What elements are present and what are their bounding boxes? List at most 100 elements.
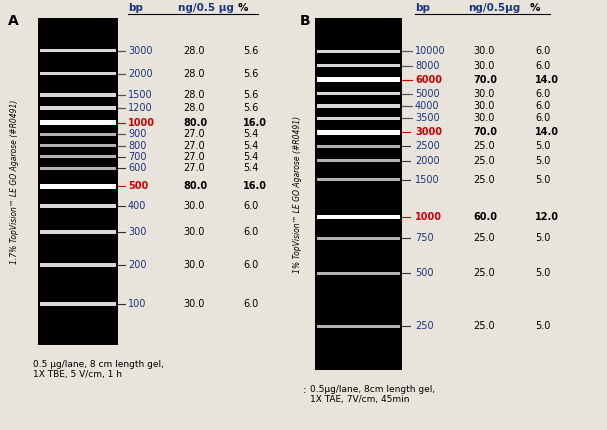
Text: 6.0: 6.0 [535, 101, 551, 111]
Text: 25.0: 25.0 [473, 141, 495, 151]
Text: 8000: 8000 [415, 61, 439, 71]
Bar [315, 18, 402, 370]
Text: 28.0: 28.0 [183, 46, 205, 56]
Text: 70.0: 70.0 [473, 127, 497, 138]
Text: 28.0: 28.0 [183, 69, 205, 79]
Text: 750: 750 [415, 233, 433, 243]
Text: 5.6: 5.6 [243, 46, 259, 56]
Bar [317, 325, 400, 328]
Bar [317, 272, 400, 275]
Text: ng/0.5 μg: ng/0.5 μg [178, 3, 234, 13]
Text: 16.0: 16.0 [243, 118, 267, 128]
Text: 3500: 3500 [415, 114, 439, 123]
Text: 4000: 4000 [415, 101, 439, 111]
Text: 800: 800 [128, 141, 146, 150]
Bar [40, 204, 116, 208]
Text: 6.0: 6.0 [535, 114, 551, 123]
Text: 30.0: 30.0 [183, 260, 205, 270]
Text: 25.0: 25.0 [473, 175, 495, 185]
Text: 30.0: 30.0 [473, 101, 494, 111]
Text: 30.0: 30.0 [183, 201, 205, 211]
Bar [38, 18, 118, 345]
Text: 27.0: 27.0 [183, 163, 205, 173]
Bar [40, 156, 116, 159]
Text: 10000: 10000 [415, 46, 446, 56]
Text: 100: 100 [128, 299, 146, 309]
Bar [317, 130, 400, 135]
Text: bp: bp [415, 3, 430, 13]
Text: 500: 500 [128, 181, 148, 191]
Text: 300: 300 [128, 227, 146, 237]
Text: 5.0: 5.0 [535, 268, 551, 278]
Text: 25.0: 25.0 [473, 321, 495, 331]
Text: B: B [300, 14, 311, 28]
Text: %: % [238, 3, 248, 13]
Text: 25.0: 25.0 [473, 233, 495, 243]
Text: 14.0: 14.0 [535, 127, 559, 138]
Text: :: : [303, 385, 307, 395]
Text: 250: 250 [415, 321, 433, 331]
Bar [317, 159, 400, 162]
Bar [40, 106, 116, 110]
Text: 2500: 2500 [415, 141, 439, 151]
Bar [317, 117, 400, 120]
Text: 5000: 5000 [415, 89, 439, 98]
Text: 60.0: 60.0 [473, 212, 497, 222]
Text: 6.0: 6.0 [243, 227, 258, 237]
Text: 30.0: 30.0 [183, 227, 205, 237]
Bar [317, 104, 400, 108]
Text: 25.0: 25.0 [473, 156, 495, 166]
Text: 5.6: 5.6 [243, 103, 259, 113]
Text: 6.0: 6.0 [243, 260, 258, 270]
Text: 6.0: 6.0 [243, 201, 258, 211]
Text: 5.0: 5.0 [535, 156, 551, 166]
Text: 28.0: 28.0 [183, 90, 205, 100]
Text: 5.4: 5.4 [243, 152, 259, 162]
Text: 25.0: 25.0 [473, 268, 495, 278]
Text: 12.0: 12.0 [535, 212, 559, 222]
Text: 5.4: 5.4 [243, 141, 259, 150]
Bar [317, 77, 400, 83]
Bar [317, 237, 400, 240]
Text: A: A [8, 14, 19, 28]
Text: 600: 600 [128, 163, 146, 173]
Text: 1000: 1000 [415, 212, 442, 222]
Text: 16.0: 16.0 [243, 181, 267, 191]
Bar [317, 64, 400, 67]
Text: 5.4: 5.4 [243, 163, 259, 173]
Text: 30.0: 30.0 [473, 114, 494, 123]
Text: 5.6: 5.6 [243, 90, 259, 100]
Text: 2000: 2000 [128, 69, 152, 79]
Text: 5.0: 5.0 [535, 141, 551, 151]
Text: 900: 900 [128, 129, 146, 139]
Text: 27.0: 27.0 [183, 141, 205, 150]
Bar [40, 144, 116, 147]
Bar [40, 49, 116, 52]
Text: 0.5μg/lane, 8cm length gel,
1X TAE, 7V/cm, 45min: 0.5μg/lane, 8cm length gel, 1X TAE, 7V/c… [310, 385, 435, 404]
Text: 1500: 1500 [128, 90, 152, 100]
Text: 5.0: 5.0 [535, 321, 551, 331]
Text: 1.7% TopVision™ LE GO Agarose (#R0491): 1.7% TopVision™ LE GO Agarose (#R0491) [10, 99, 19, 264]
Text: 3000: 3000 [128, 46, 152, 56]
Text: 1000: 1000 [128, 118, 155, 128]
Bar [40, 167, 116, 170]
Text: 30.0: 30.0 [473, 61, 494, 71]
Text: 6.0: 6.0 [535, 46, 551, 56]
Text: 6.0: 6.0 [535, 89, 551, 98]
Text: 30.0: 30.0 [183, 299, 205, 309]
Text: ng/0.5μg: ng/0.5μg [468, 3, 520, 13]
Text: 400: 400 [128, 201, 146, 211]
Text: 700: 700 [128, 152, 146, 162]
Text: 27.0: 27.0 [183, 129, 205, 139]
Bar [40, 132, 116, 135]
Bar [40, 230, 116, 234]
Text: 27.0: 27.0 [183, 152, 205, 162]
Text: 200: 200 [128, 260, 146, 270]
Bar [317, 92, 400, 95]
Text: 30.0: 30.0 [473, 46, 494, 56]
Bar [40, 302, 116, 306]
Text: 3000: 3000 [415, 127, 442, 138]
Text: 1% TopVision™ LE GO Agarose (#R0491): 1% TopVision™ LE GO Agarose (#R0491) [294, 115, 302, 273]
Bar [317, 50, 400, 53]
Text: 70.0: 70.0 [473, 74, 497, 85]
